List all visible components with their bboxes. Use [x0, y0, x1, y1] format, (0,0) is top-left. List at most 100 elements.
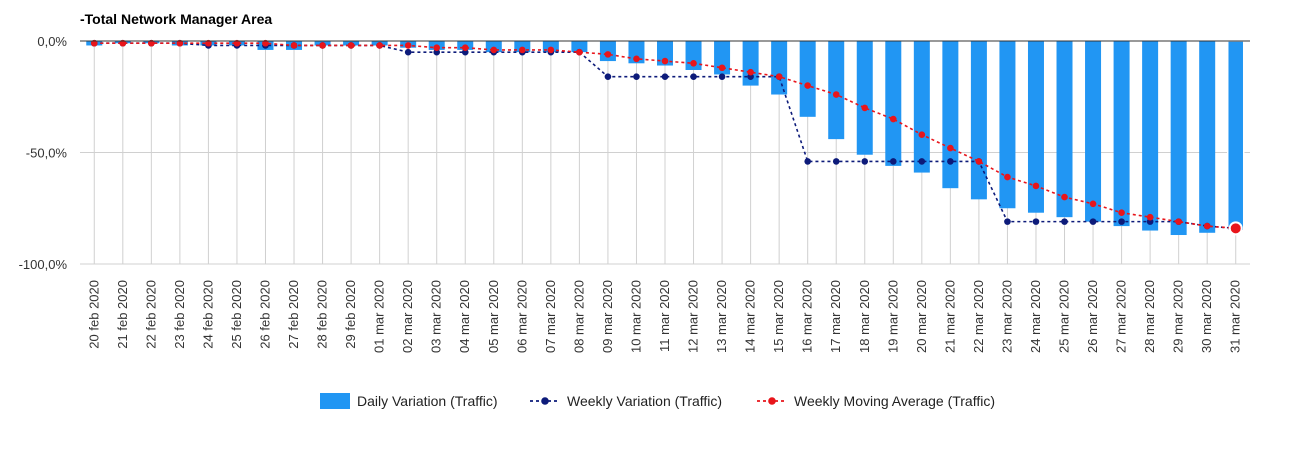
weekly-moving-average-point: [832, 91, 840, 98]
weekly-moving-average-point: [490, 46, 498, 54]
legend-label-daily-variation: Daily Variation (Traffic): [357, 393, 498, 409]
daily-variation-bar: [771, 41, 788, 95]
weekly-moving-average-point: [861, 104, 869, 112]
weekly-moving-average-point: [918, 131, 926, 138]
legend-label-moving-average: Weekly Moving Average (Traffic): [794, 393, 995, 409]
daily-variation-bar: [1085, 41, 1102, 222]
x-tick-label: 30 mar 2020: [1199, 280, 1214, 353]
weekly-moving-average-point: [347, 42, 355, 49]
chart-title: -Total Network Manager Area: [80, 11, 272, 27]
x-tick-label: 25 feb 2020: [229, 280, 244, 349]
weekly-moving-average-point: [1175, 218, 1182, 225]
daily-variation-bar: [599, 41, 616, 62]
x-tick-label: 08 mar 2020: [571, 280, 586, 353]
weekly-variation-point: [604, 73, 612, 80]
daily-variation-bar: [628, 41, 645, 64]
x-tick-label: 07 mar 2020: [543, 280, 558, 353]
weekly-variation-point: [918, 158, 926, 165]
weekly-moving-average-point: [1032, 182, 1040, 190]
x-tick-label: 21 feb 2020: [115, 280, 130, 349]
weekly-moving-average-point: [747, 68, 754, 76]
weekly-variation-point: [690, 73, 697, 80]
weekly-variation-point: [947, 158, 954, 165]
daily-variation-bar: [942, 41, 959, 189]
daily-variation-bar: [571, 41, 588, 53]
daily-variation-bar: [1142, 41, 1159, 231]
weekly-variation-point: [804, 158, 811, 165]
x-tick-label: 21 mar 2020: [942, 280, 957, 353]
daily-variation-bar: [1027, 41, 1044, 213]
weekly-variation-point: [832, 158, 840, 165]
x-tick-label: 24 mar 2020: [1028, 280, 1043, 353]
weekly-variation-point: [861, 158, 869, 165]
y-tick-label: 0,0%: [37, 34, 67, 49]
weekly-moving-average-point: [262, 39, 269, 47]
weekly-moving-average-point: [889, 115, 897, 123]
weekly-moving-average-point: [604, 51, 612, 58]
weekly-variation-point: [1118, 218, 1125, 225]
weekly-moving-average-point: [1146, 213, 1154, 221]
x-tick-label: 09 mar 2020: [600, 280, 615, 353]
x-tick-label: 25 mar 2020: [1057, 280, 1072, 353]
x-tick-label: 06 mar 2020: [514, 280, 529, 353]
weekly-moving-average-point: [519, 46, 526, 54]
weekly-moving-average-point: [1089, 200, 1097, 208]
x-tick-label: 13 mar 2020: [714, 280, 729, 353]
x-tick-label: 18 mar 2020: [857, 280, 872, 353]
weekly-moving-average-point: [461, 44, 469, 51]
daily-variation-bar: [542, 41, 559, 53]
weekly-moving-average-point: [975, 158, 983, 165]
daily-variation-bar: [514, 41, 531, 53]
daily-variation-bar: [1113, 41, 1130, 227]
x-tick-label: 29 feb 2020: [343, 280, 358, 349]
daily-variation-bar: [1199, 41, 1216, 233]
weekly-moving-average-point: [1061, 193, 1068, 201]
x-tick-label: 12 mar 2020: [686, 280, 701, 353]
daily-variation-bar: [714, 41, 731, 75]
x-tick-label: 26 mar 2020: [1085, 280, 1100, 353]
x-tick-label: 20 mar 2020: [914, 280, 929, 353]
weekly-variation-point: [718, 73, 726, 80]
daily-variation-bar: [970, 41, 987, 200]
x-tick-label: 02 mar 2020: [400, 280, 415, 353]
daily-variation-bar: [856, 41, 873, 155]
legend-marker-moving-average: [768, 397, 776, 405]
daily-variation-bar: [1226, 40, 1245, 232]
x-tick-label: 23 feb 2020: [172, 280, 187, 349]
daily-variation-bar: [885, 41, 902, 166]
x-tick-label: 15 mar 2020: [771, 280, 786, 353]
weekly-moving-average-point: [576, 48, 583, 56]
weekly-variation-point: [404, 48, 412, 56]
weekly-variation-point: [889, 158, 897, 165]
daily-variation-bar: [657, 41, 673, 66]
weekly-moving-average-point: [433, 44, 441, 51]
weekly-moving-average-point: [205, 39, 212, 47]
daily-variation-bar: [799, 41, 816, 117]
x-tick-label: 20 feb 2020: [86, 280, 101, 349]
weekly-moving-average-point: [148, 39, 155, 47]
daily-variation-bar: [485, 41, 502, 53]
weekly-moving-average-point: [290, 42, 298, 49]
x-tick-label: 23 mar 2020: [999, 280, 1014, 353]
x-tick-label: 27 feb 2020: [286, 280, 301, 349]
daily-variation-bar: [828, 41, 845, 140]
x-tick-label: 05 mar 2020: [486, 280, 501, 353]
x-tick-label: 14 mar 2020: [743, 280, 758, 353]
x-tick-label: 28 mar 2020: [1142, 280, 1157, 353]
weekly-moving-average-point: [547, 46, 555, 54]
weekly-moving-average-point: [1004, 173, 1011, 181]
daily-variation-bar: [1056, 41, 1073, 218]
weekly-variation-point: [1061, 218, 1068, 225]
x-tick-label: 19 mar 2020: [885, 280, 900, 353]
daily-variation-bar: [999, 41, 1016, 209]
weekly-moving-average-point: [1203, 222, 1211, 230]
weekly-moving-average-point: [90, 39, 98, 47]
x-tick-label: 01 mar 2020: [372, 280, 387, 353]
weekly-moving-average-point: [633, 55, 640, 63]
x-tick-label: 10 mar 2020: [628, 280, 643, 353]
x-tick-label: 16 mar 2020: [800, 280, 815, 353]
x-tick-label: 29 mar 2020: [1171, 280, 1186, 353]
legend: Daily Variation (Traffic) Weekly Variatio…: [320, 393, 995, 409]
